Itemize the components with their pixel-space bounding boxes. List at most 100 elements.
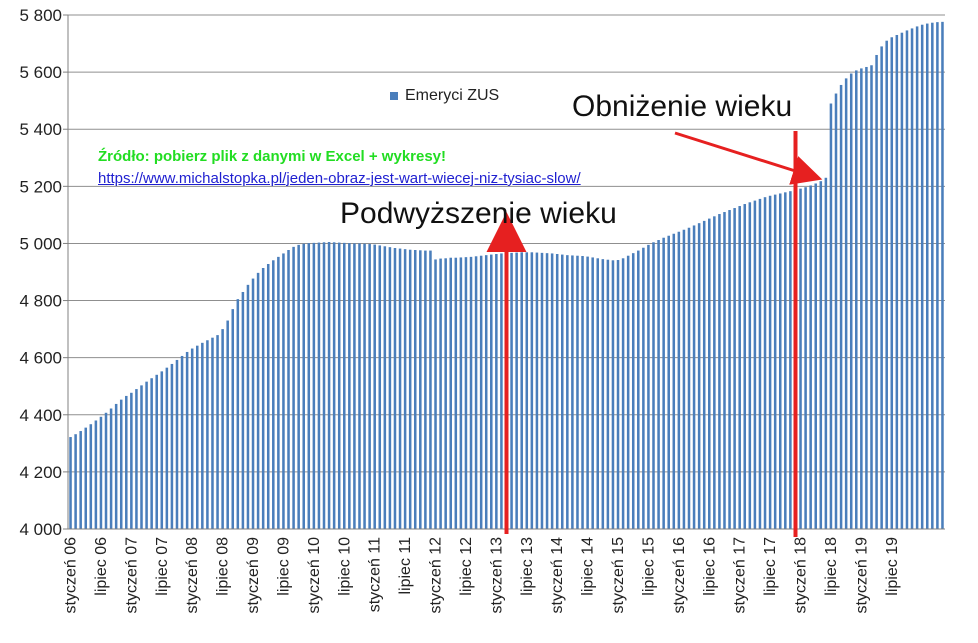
bar <box>687 227 691 530</box>
bar <box>621 258 625 529</box>
bar <box>855 70 858 530</box>
bar <box>434 259 437 529</box>
bar <box>804 187 807 529</box>
bar <box>302 243 305 530</box>
bar <box>566 255 569 529</box>
bar <box>94 420 98 529</box>
bar <box>839 84 843 530</box>
bar <box>454 257 458 529</box>
bar <box>484 255 488 529</box>
bar <box>393 248 397 529</box>
bar <box>79 431 82 529</box>
bar <box>114 403 118 529</box>
bar <box>561 254 564 529</box>
bar <box>348 243 351 529</box>
bar <box>383 246 387 530</box>
x-tick-label: styczeń 19 <box>853 537 870 614</box>
annotation-raise-age: Podwyższenie wieku <box>340 197 617 230</box>
bar <box>145 381 148 529</box>
bar <box>388 247 392 529</box>
bar <box>160 371 164 529</box>
source-title: Źródło: pobierz plik z danymi w Excel + … <box>98 148 447 165</box>
x-tick-label: lipiec 09 <box>275 537 292 596</box>
bar <box>885 40 888 529</box>
bar <box>758 198 762 529</box>
bar <box>444 258 447 529</box>
x-tick-label: lipiec 19 <box>884 537 901 596</box>
bar <box>353 243 356 529</box>
chart-legend: Emeryci ZUS <box>390 87 499 105</box>
bar <box>915 26 919 529</box>
x-tick-label: lipiec 06 <box>93 537 110 596</box>
bar <box>829 103 833 530</box>
bar <box>555 254 559 529</box>
bar <box>880 46 883 529</box>
bar <box>413 250 417 529</box>
bar <box>419 250 422 530</box>
bar <box>272 260 275 529</box>
bar <box>292 246 295 529</box>
x-tick-label: styczeń 06 <box>63 537 80 614</box>
x-tick-label: lipiec 13 <box>519 537 536 596</box>
bar <box>773 194 777 530</box>
bar <box>920 24 924 530</box>
arrow-lower-age <box>674 131 823 185</box>
bar <box>677 231 681 530</box>
annotation-lower-age: Obniżenie wieku <box>572 90 793 123</box>
bar <box>606 259 610 529</box>
bar <box>571 255 574 529</box>
source-link[interactable]: https://www.michalstopka.pl/jeden-obraz-… <box>98 170 581 187</box>
bar <box>165 367 169 529</box>
x-tick-label: lipiec 12 <box>458 537 475 596</box>
bar <box>297 244 300 529</box>
bar <box>322 242 326 530</box>
bar <box>844 78 848 529</box>
y-tick-label: 4 000 <box>19 520 62 539</box>
bar <box>216 335 219 529</box>
bar <box>931 22 934 530</box>
bar <box>865 66 868 529</box>
bar <box>535 252 539 529</box>
bar <box>733 208 736 530</box>
bar <box>327 242 331 529</box>
bar <box>708 218 711 529</box>
bar <box>713 216 716 529</box>
bar <box>439 258 442 529</box>
bar <box>875 54 878 529</box>
bar <box>870 65 873 529</box>
bar <box>256 272 260 529</box>
bar <box>910 28 914 529</box>
x-tick-label: styczeń 18 <box>793 537 810 614</box>
y-tick-label: 5 600 <box>19 63 62 82</box>
bar <box>626 255 630 529</box>
bar <box>201 342 204 529</box>
bar <box>211 337 214 529</box>
bar <box>119 399 123 529</box>
bar <box>586 256 589 529</box>
bar <box>495 254 498 529</box>
bar <box>69 437 72 529</box>
bar <box>277 256 280 529</box>
bar <box>682 229 686 530</box>
legend-swatch <box>390 91 398 100</box>
bar <box>642 247 645 530</box>
bar <box>109 408 113 529</box>
bar <box>378 245 382 529</box>
bar <box>155 374 158 529</box>
bar <box>900 32 904 529</box>
bar <box>743 204 747 530</box>
bar <box>784 192 787 529</box>
x-tick-label: styczeń 12 <box>428 537 445 614</box>
bar <box>728 210 731 529</box>
bar <box>601 259 605 529</box>
x-tick-label: styczeń 15 <box>610 537 627 614</box>
x-tick-label: styczeń 13 <box>488 537 505 614</box>
bar <box>941 21 944 529</box>
bar <box>763 197 767 529</box>
bar <box>368 244 371 529</box>
bar <box>246 284 250 529</box>
bar <box>337 242 341 529</box>
bar <box>768 195 772 529</box>
